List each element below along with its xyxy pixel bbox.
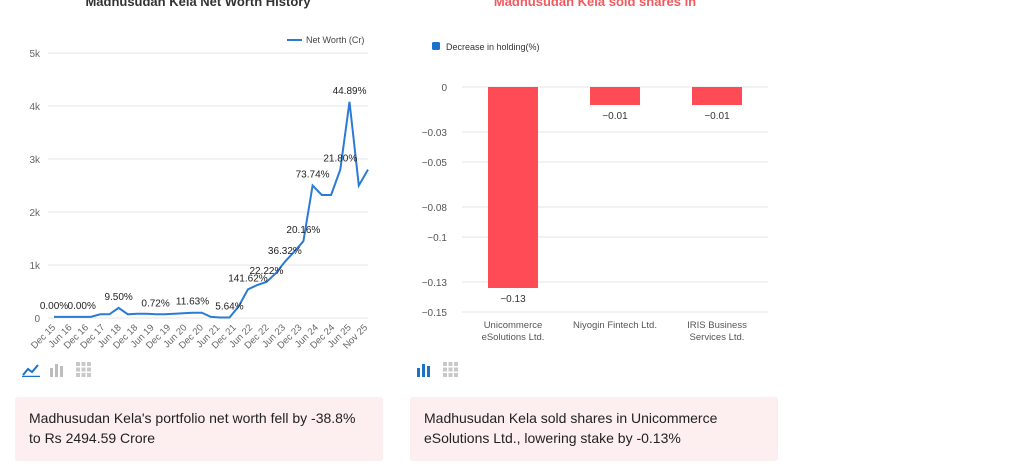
bar xyxy=(590,87,640,105)
legend-label: Net Worth (Cr) xyxy=(306,35,364,45)
x-category-label: Unicommerce xyxy=(484,320,543,331)
data-point-label: 0.00% xyxy=(40,301,68,312)
net-worth-chart-title: Madhusudan Kela Net Worth History xyxy=(85,0,311,9)
sold-shares-summary: Madhusudan Kela sold shares in Unicommer… xyxy=(410,397,778,461)
data-point-label: 0.72% xyxy=(141,298,169,309)
data-point-label: 21.80% xyxy=(323,154,357,165)
y-tick-label: −0.15 xyxy=(422,308,448,319)
y-tick-label: 0 xyxy=(441,83,447,94)
y-tick-label: 5k xyxy=(29,49,41,60)
x-category-label: Services Ltd. xyxy=(690,332,745,343)
data-point-label: 141.62% xyxy=(228,273,268,284)
data-point-label: 5.64% xyxy=(215,301,243,312)
y-tick-label: −0.03 xyxy=(422,128,448,139)
bar-chart-icon[interactable] xyxy=(49,362,66,377)
data-point-label: 73.74% xyxy=(296,170,330,181)
x-category-label: IRIS Business xyxy=(687,320,747,331)
y-tick-label: 4k xyxy=(29,102,41,113)
line-chart-icon[interactable] xyxy=(22,362,40,378)
sold-shares-bar-chart: 0 −0.03 −0.05 −0.08 −0.1 −0.13 −0.15 −0.13 Unico… xyxy=(422,42,768,343)
table-grid-icon[interactable] xyxy=(76,362,93,377)
table-grid-icon[interactable] xyxy=(443,362,460,377)
y-tick-label: −0.13 xyxy=(422,278,448,289)
y-tick-label: −0.08 xyxy=(422,203,448,214)
data-point-label: 44.89% xyxy=(333,86,367,97)
right-chart-toolbar xyxy=(416,362,460,377)
y-tick-label: −0.1 xyxy=(427,233,447,244)
left-chart-toolbar xyxy=(22,362,93,378)
net-worth-series-line xyxy=(54,101,369,319)
bar-value-label: −0.01 xyxy=(704,111,730,122)
y-tick-label: −0.05 xyxy=(422,158,448,169)
data-point-label: 11.63% xyxy=(176,297,209,308)
y-tick-label: 2k xyxy=(29,208,41,219)
data-point-label: 36.32% xyxy=(268,246,302,257)
x-category-label: eSolutions Ltd. xyxy=(482,332,545,343)
bar-value-label: −0.01 xyxy=(602,111,628,122)
y-tick-label: 3k xyxy=(29,155,41,166)
legend-swatch xyxy=(432,42,440,50)
sold-shares-chart-title: Madhusudan Kela sold shares in xyxy=(493,0,697,9)
bar xyxy=(488,87,538,288)
x-category-label: Niyogin Fintech Ltd. xyxy=(573,320,657,331)
net-worth-summary: Madhusudan Kela's portfolio net worth fe… xyxy=(15,397,383,461)
bar-chart-icon[interactable] xyxy=(416,362,433,377)
y-tick-label: 1k xyxy=(29,261,41,272)
data-point-label: 0.00% xyxy=(68,301,96,312)
bar xyxy=(692,87,742,105)
data-point-label: 9.50% xyxy=(104,292,132,303)
legend-label: Decrease in holding(%) xyxy=(446,42,540,52)
data-point-label: 22.22% xyxy=(249,266,283,277)
y-tick-label: 0 xyxy=(34,314,40,325)
bar-value-label: −0.13 xyxy=(500,294,526,305)
data-point-label: 20.16% xyxy=(286,225,320,236)
